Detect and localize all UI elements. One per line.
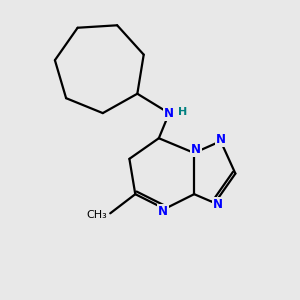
Text: N: N (213, 198, 223, 211)
Text: N: N (158, 205, 168, 218)
Text: N: N (164, 107, 174, 120)
Text: N: N (190, 143, 201, 157)
Text: H: H (178, 107, 187, 117)
Text: CH₃: CH₃ (87, 210, 107, 220)
Text: N: N (216, 133, 226, 146)
